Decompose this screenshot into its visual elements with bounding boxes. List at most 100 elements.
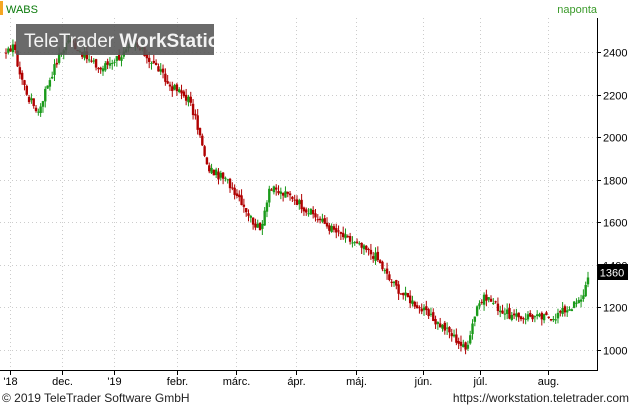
x-tick-label: márc.	[223, 376, 251, 388]
candle-down	[318, 218, 322, 221]
interval-label[interactable]: naponta	[557, 4, 598, 16]
candle-up	[115, 56, 119, 61]
candle-down	[281, 192, 285, 196]
candle-down	[277, 190, 280, 194]
candle-up	[57, 53, 61, 63]
candle-down	[531, 315, 534, 320]
candle-up	[575, 302, 578, 304]
candle-up	[92, 60, 95, 62]
candle-down	[346, 236, 350, 238]
candle-up	[552, 319, 555, 321]
candle-down	[325, 222, 329, 227]
candle-down	[18, 67, 22, 75]
candlestick-series[interactable]	[4, 34, 590, 355]
x-tick-label: aug.	[538, 376, 559, 388]
candle-up	[471, 323, 474, 335]
candle-down	[196, 115, 199, 130]
candle-up	[256, 223, 259, 228]
candle-down	[55, 62, 59, 65]
candle-up	[542, 314, 546, 321]
candle-up	[108, 63, 112, 66]
candle-up	[321, 218, 324, 222]
x-tick-label: febr.	[167, 376, 188, 388]
candle-up	[524, 318, 527, 320]
candle-down	[559, 311, 562, 313]
candle-down	[413, 301, 416, 307]
candle-up	[173, 84, 176, 90]
candle-up	[503, 313, 507, 315]
candle-down	[378, 260, 382, 264]
candle-down	[367, 249, 370, 251]
candle-down	[14, 44, 17, 50]
candle-down	[240, 195, 243, 206]
candle-down	[184, 94, 188, 101]
candle-up	[30, 98, 33, 101]
candle-up	[535, 314, 539, 316]
candle-down	[316, 219, 319, 221]
candle-up	[411, 300, 414, 304]
candle-down	[175, 84, 179, 92]
candle-down	[198, 127, 202, 136]
watermark-part2: WorkStation	[119, 31, 231, 52]
candle-up	[392, 281, 396, 284]
candle-up	[579, 299, 583, 302]
candle-down	[228, 178, 232, 189]
candle-down	[418, 307, 421, 309]
candle-up	[101, 68, 105, 72]
candle-up	[50, 76, 54, 79]
candle-up	[44, 88, 47, 102]
candle-up	[159, 69, 162, 72]
candle-down	[242, 204, 246, 207]
candle-up	[568, 309, 571, 311]
candle-up	[526, 314, 530, 320]
x-tick-label: '19	[107, 376, 121, 388]
candle-down	[180, 90, 183, 94]
candle-down	[205, 157, 209, 165]
candle-up	[344, 234, 347, 239]
candle-down	[189, 96, 192, 103]
candle-down	[397, 284, 400, 294]
candle-down	[501, 310, 504, 314]
candle-down	[25, 85, 28, 95]
y-tick-label: 2000	[603, 133, 627, 145]
stock-chart[interactable]: TeleTrader WorkStation WABS naponta 1000…	[0, 0, 631, 390]
candle-down	[448, 327, 451, 333]
footer-url-link[interactable]: https://workstation.teletrader.com	[452, 391, 629, 405]
candle-up	[362, 245, 366, 250]
axis-corner	[598, 371, 631, 390]
candle-down	[34, 107, 38, 112]
candle-up	[561, 307, 564, 314]
candle-down	[201, 135, 204, 146]
candle-down	[97, 68, 100, 70]
candle-up	[330, 225, 333, 233]
candle-up	[37, 111, 40, 113]
candle-down	[494, 301, 497, 303]
symbol-label: WABS	[6, 4, 38, 16]
candle-down	[360, 242, 363, 248]
candle-up	[187, 96, 190, 103]
candle-up	[298, 200, 301, 205]
candle-down	[32, 98, 35, 107]
candle-up	[178, 89, 181, 93]
candle-down	[27, 96, 31, 103]
candle-down	[459, 341, 463, 346]
last-price-value: 1360	[600, 268, 624, 280]
candle-down	[212, 169, 216, 176]
candle-down	[275, 187, 278, 190]
candle-down	[402, 292, 405, 296]
candle-down	[512, 313, 516, 316]
candle-down	[314, 213, 317, 218]
candle-up	[104, 63, 107, 71]
candle-down	[508, 308, 511, 319]
candle-down	[217, 171, 220, 180]
candle-down	[251, 217, 255, 225]
candle-up	[224, 177, 227, 179]
candle-down	[519, 316, 523, 320]
candle-down	[16, 50, 19, 67]
x-tick-label: '18	[3, 376, 17, 388]
candle-down	[385, 268, 389, 274]
last-price-tag: 1360	[598, 264, 628, 280]
candle-up	[482, 294, 486, 305]
candle-up	[533, 316, 537, 318]
candle-down	[221, 172, 225, 179]
